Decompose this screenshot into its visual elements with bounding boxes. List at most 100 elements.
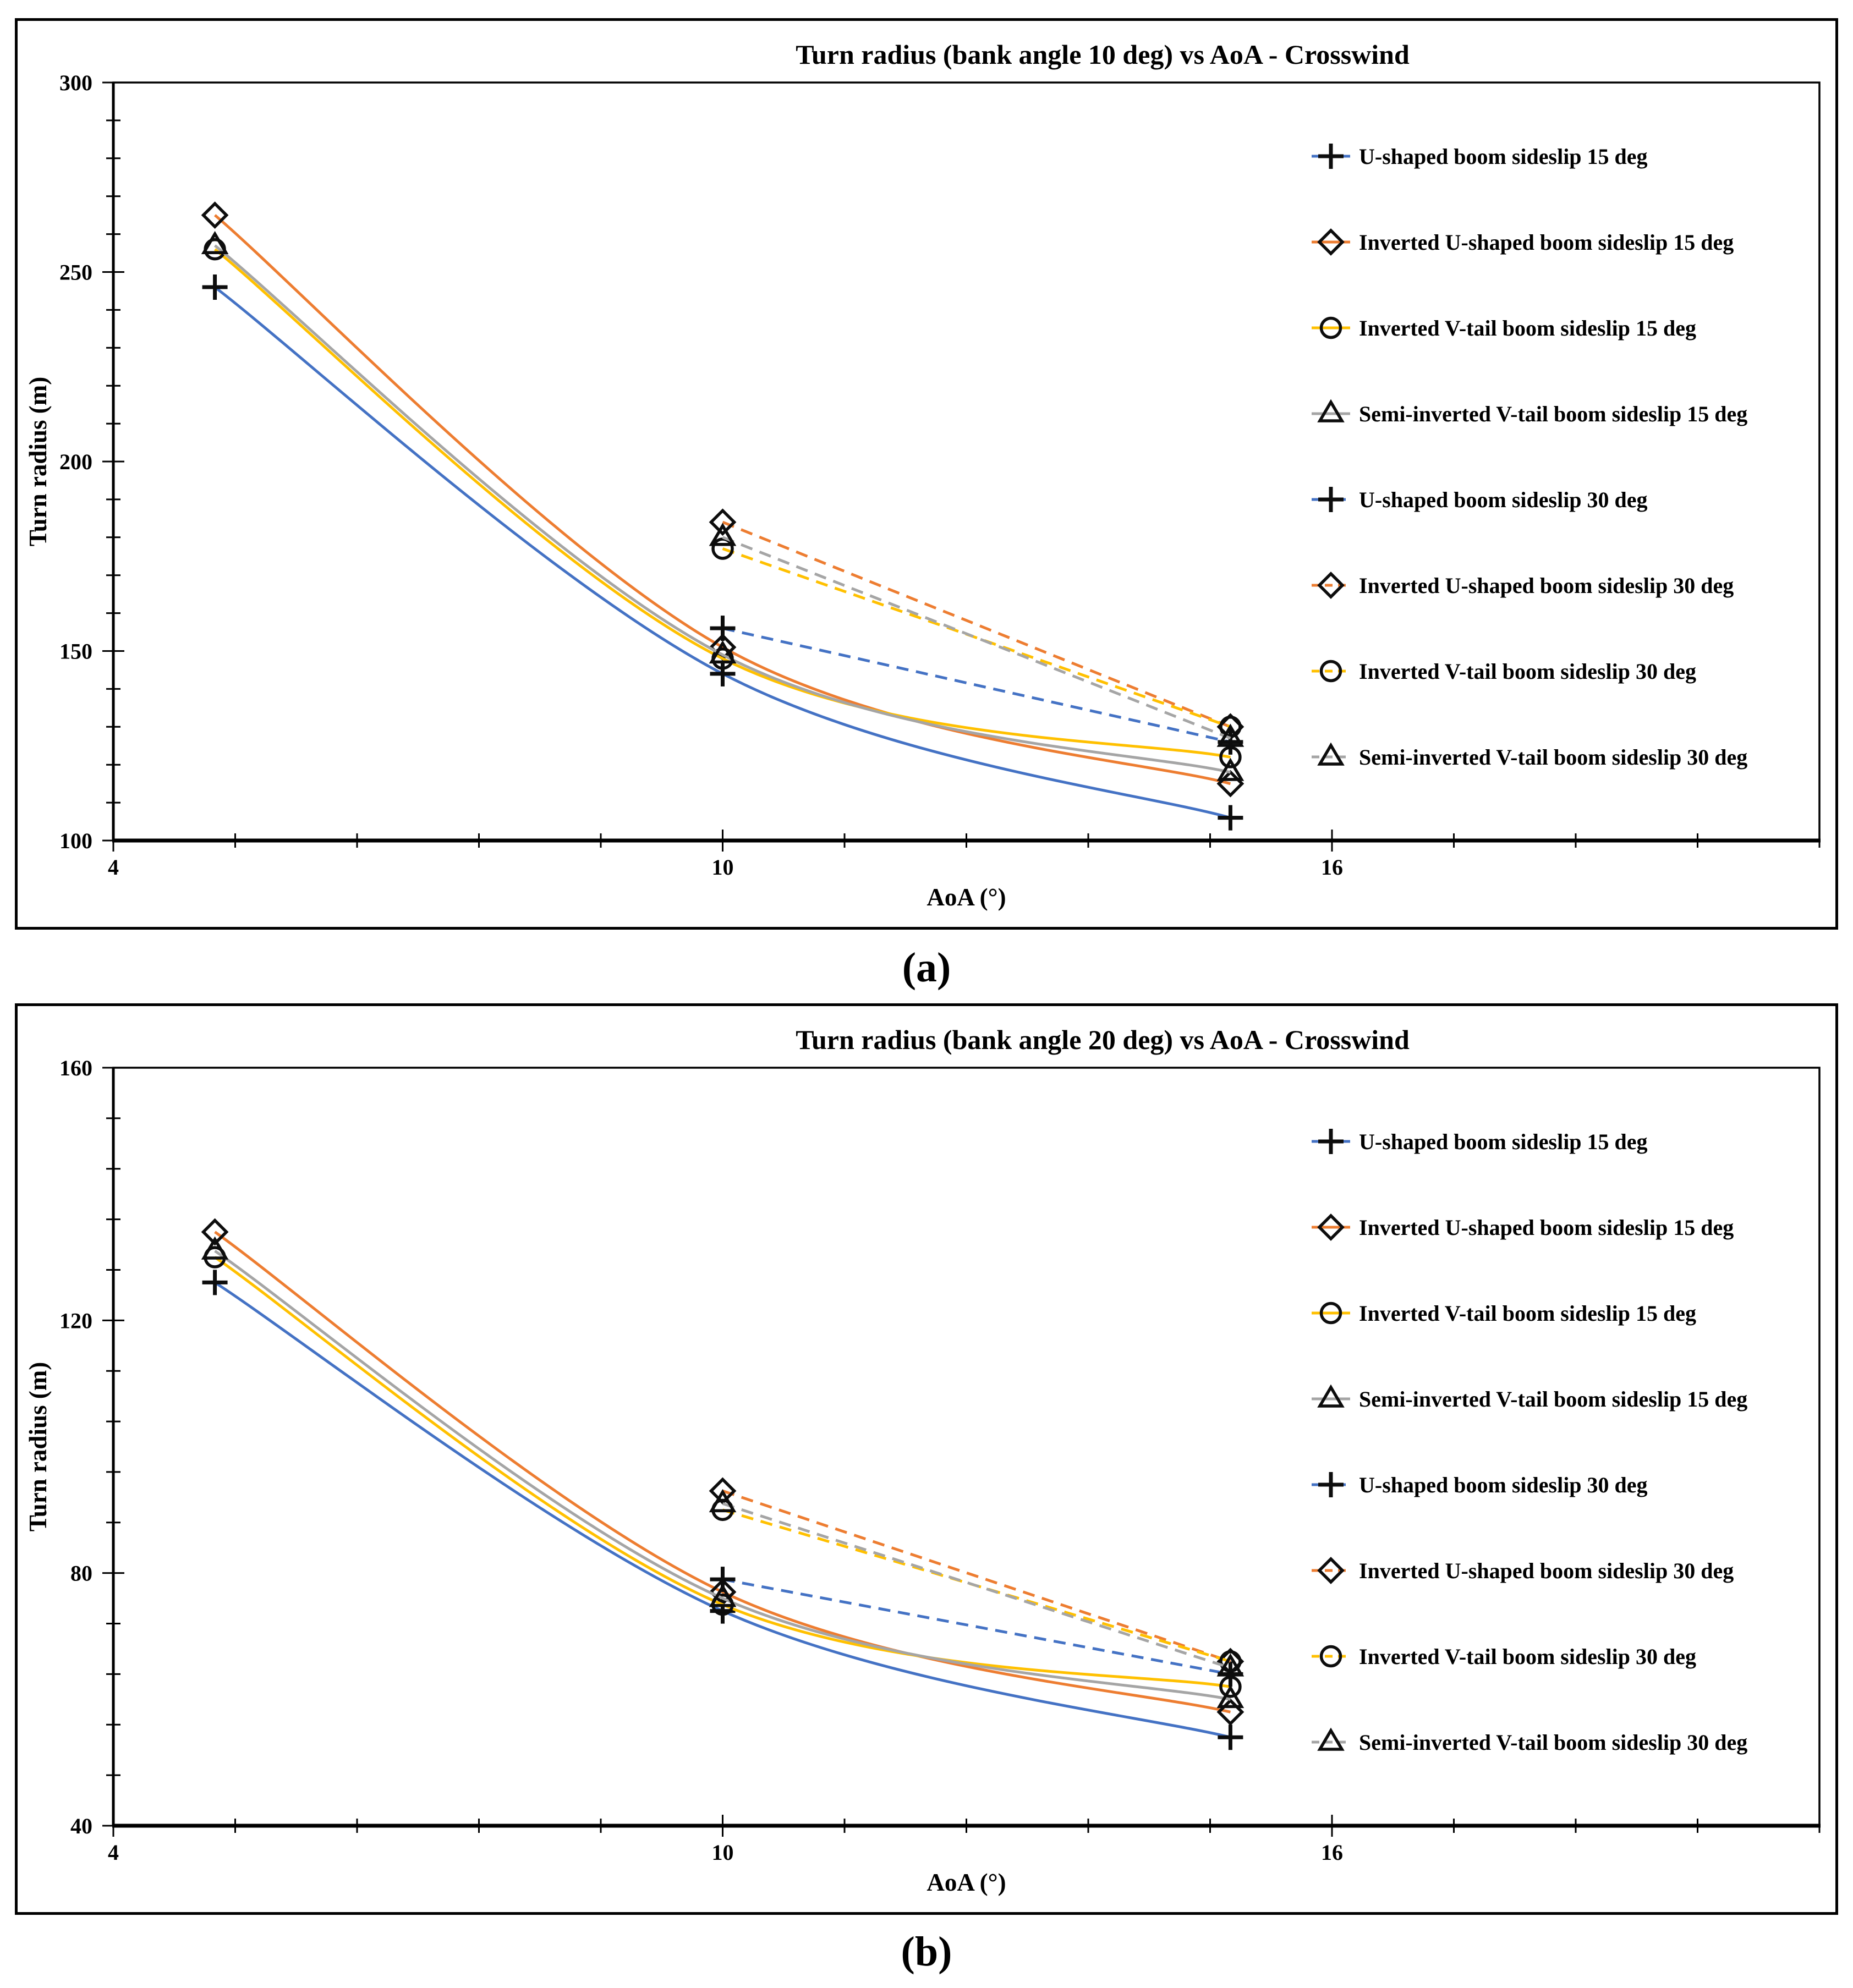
legend-label: Inverted V-tail boom sideslip 30 deg: [1359, 659, 1696, 684]
legend-marker-plus-icon: [1318, 1129, 1344, 1154]
data-marker-circle-inverted-v-tail-boom-sideslip-30-deg: [1219, 716, 1242, 738]
series-line-inverted-v-tail-boom-sideslip-30-deg: [722, 547, 1231, 728]
legend-label: U-shaped boom sideslip 15 deg: [1359, 144, 1648, 169]
legend-marker-circle-icon: [1319, 316, 1342, 339]
series-line-semi-inverted-v-tail-boom-sideslip-30-deg: [722, 536, 1231, 740]
caption-a: (a): [902, 944, 951, 991]
legend-label: U-shaped boom sideslip 30 deg: [1359, 1473, 1648, 1497]
legend-item-semi-inverted-v-tail-boom-sideslip-30-deg: Semi-inverted V-tail boom sideslip 30 de…: [1312, 742, 1747, 770]
legend-item-inverted-u-shaped-boom-sideslip-15-deg: Inverted U-shaped boom sideslip 15 deg: [1312, 1213, 1734, 1241]
legend-item-inverted-v-tail-boom-sideslip-15-deg: Inverted V-tail boom sideslip 15 deg: [1312, 316, 1696, 341]
data-marker-triangle-semi-inverted-v-tail-boom-sideslip-15-deg: [1216, 1684, 1245, 1709]
x-tick-label: 16: [1321, 855, 1343, 880]
legend-marker-circle-icon: [1319, 1301, 1342, 1325]
legend-marker-triangle-icon: [1317, 399, 1345, 422]
chart-panel-b: Turn radius (bank angle 20 deg) vs AoA -…: [15, 1003, 1838, 1915]
legend-label: Semi-inverted V-tail boom sideslip 30 de…: [1359, 1730, 1747, 1755]
legend-item-u-shaped-boom-sideslip-30-deg: U-shaped boom sideslip 30 deg: [1312, 487, 1648, 512]
series-line-semi-inverted-v-tail-boom-sideslip-30-deg: [722, 1502, 1231, 1670]
legend-marker-triangle-icon: [1317, 742, 1345, 766]
legend-label: U-shaped boom sideslip 30 deg: [1359, 487, 1648, 512]
x-tick-label: 16: [1321, 1840, 1343, 1865]
data-marker-triangle-semi-inverted-v-tail-boom-sideslip-15-deg: [201, 230, 229, 255]
x-tick-label: 4: [108, 1840, 119, 1865]
series-line-u-shaped-boom-sideslip-15-deg: [214, 286, 1231, 820]
data-marker-circle-inverted-v-tail-boom-sideslip-30-deg: [711, 537, 734, 560]
data-marker-triangle-semi-inverted-v-tail-boom-sideslip-30-deg: [709, 1489, 737, 1513]
x-tick-label: 10: [712, 1840, 734, 1865]
plot-area-border: [112, 1067, 1821, 1827]
legend-label: Inverted U-shaped boom sideslip 15 deg: [1359, 230, 1734, 255]
legend-label: Inverted U-shaped boom sideslip 15 deg: [1359, 1215, 1734, 1240]
y-tick-label: 40: [70, 1814, 92, 1838]
legend-marker-circle-icon: [1319, 1645, 1342, 1668]
series-line-inverted-u-shaped-boom-sideslip-15-deg: [214, 1231, 1231, 1714]
legend-item-semi-inverted-v-tail-boom-sideslip-15-deg: Semi-inverted V-tail boom sideslip 15 de…: [1312, 399, 1747, 426]
chart-title: Turn radius (bank angle 20 deg) vs AoA -…: [796, 1024, 1410, 1055]
legend-item-u-shaped-boom-sideslip-15-deg: U-shaped boom sideslip 15 deg: [1312, 1129, 1648, 1154]
legend-marker-circle-icon: [1319, 660, 1342, 683]
series-line-semi-inverted-v-tail-boom-sideslip-15-deg: [214, 244, 1231, 774]
x-tick-label: 10: [712, 855, 734, 880]
legend-item-u-shaped-boom-sideslip-15-deg: U-shaped boom sideslip 15 deg: [1312, 144, 1648, 169]
caption-b: (b): [901, 1928, 952, 1975]
data-marker-plus-u-shaped-boom-sideslip-15-deg: [1218, 805, 1243, 831]
legend-marker-plus-icon: [1318, 144, 1344, 169]
series-line-u-shaped-boom-sideslip-30-deg: [722, 1578, 1231, 1676]
legend-marker-plus-icon: [1318, 1472, 1344, 1497]
y-tick-label: 80: [70, 1561, 92, 1586]
series-line-inverted-u-shaped-boom-sideslip-15-deg: [213, 214, 1231, 786]
data-marker-triangle-semi-inverted-v-tail-boom-sideslip-15-deg: [709, 640, 737, 664]
legend-marker-diamond-icon: [1317, 572, 1345, 599]
chart-a-canvas: Turn radius (bank angle 10 deg) vs AoA -…: [24, 39, 1821, 911]
x-axis-label: AoA (°): [926, 883, 1006, 911]
chart-title: Turn radius (bank angle 10 deg) vs AoA -…: [796, 39, 1410, 70]
legend-item-inverted-v-tail-boom-sideslip-15-deg: Inverted V-tail boom sideslip 15 deg: [1312, 1301, 1696, 1326]
data-marker-plus-u-shaped-boom-sideslip-15-deg: [202, 274, 228, 300]
legend-label: Semi-inverted V-tail boom sideslip 15 de…: [1359, 1387, 1747, 1412]
legend-marker-diamond-icon: [1317, 1213, 1345, 1241]
legend-label: Inverted V-tail boom sideslip 30 deg: [1359, 1644, 1696, 1669]
y-tick-label: 250: [59, 260, 92, 285]
series-line-inverted-u-shaped-boom-sideslip-30-deg: [722, 1490, 1231, 1663]
legend-label: U-shaped boom sideslip 15 deg: [1359, 1129, 1648, 1154]
legend-label: Inverted U-shaped boom sideslip 30 deg: [1359, 573, 1734, 598]
legend-item-semi-inverted-v-tail-boom-sideslip-30-deg: Semi-inverted V-tail boom sideslip 30 de…: [1312, 1727, 1747, 1755]
y-tick-label: 160: [59, 1056, 92, 1080]
legend-label: Semi-inverted V-tail boom sideslip 30 de…: [1359, 745, 1747, 770]
series-line-inverted-u-shaped-boom-sideslip-30-deg: [722, 520, 1231, 728]
legend-marker-diamond-icon: [1317, 1557, 1345, 1584]
x-tick-label: 4: [108, 855, 119, 880]
chart-b-canvas: Turn radius (bank angle 20 deg) vs AoA -…: [24, 1024, 1821, 1896]
y-axis-label: Turn radius (m): [24, 377, 52, 546]
legend-label: Inverted V-tail boom sideslip 15 deg: [1359, 316, 1696, 341]
data-marker-plus-u-shaped-boom-sideslip-30-deg: [710, 1567, 736, 1592]
data-marker-diamond-inverted-u-shaped-boom-sideslip-15-deg: [1216, 1698, 1245, 1726]
legend-label: Inverted V-tail boom sideslip 15 deg: [1359, 1301, 1696, 1326]
series-line-semi-inverted-v-tail-boom-sideslip-15-deg: [214, 1249, 1231, 1701]
data-marker-diamond-inverted-u-shaped-boom-sideslip-15-deg: [201, 1218, 229, 1246]
y-axis-label: Turn radius (m): [24, 1362, 52, 1531]
data-marker-diamond-inverted-u-shaped-boom-sideslip-15-deg: [201, 201, 229, 229]
legend-item-inverted-v-tail-boom-sideslip-30-deg: Inverted V-tail boom sideslip 30 deg: [1312, 1644, 1696, 1669]
y-tick-label: 100: [59, 828, 92, 853]
y-tick-label: 200: [59, 449, 92, 474]
series-line-u-shaped-boom-sideslip-30-deg: [722, 627, 1231, 744]
legend-item-inverted-u-shaped-boom-sideslip-30-deg: Inverted U-shaped boom sideslip 30 deg: [1312, 572, 1734, 599]
legend-marker-diamond-icon: [1317, 228, 1345, 256]
data-marker-diamond-inverted-u-shaped-boom-sideslip-30-deg: [709, 1477, 737, 1505]
data-marker-triangle-semi-inverted-v-tail-boom-sideslip-15-deg: [1216, 757, 1245, 781]
data-marker-diamond-inverted-u-shaped-boom-sideslip-30-deg: [709, 508, 737, 536]
data-marker-plus-u-shaped-boom-sideslip-30-deg: [710, 616, 736, 641]
data-marker-triangle-semi-inverted-v-tail-boom-sideslip-15-deg: [201, 1236, 229, 1260]
data-marker-plus-u-shaped-boom-sideslip-15-deg: [202, 1270, 228, 1295]
legend-item-u-shaped-boom-sideslip-30-deg: U-shaped boom sideslip 30 deg: [1312, 1472, 1648, 1497]
y-tick-label: 120: [59, 1308, 92, 1333]
x-axis-label: AoA (°): [926, 1869, 1006, 1896]
chart-panel-a: Turn radius (bank angle 10 deg) vs AoA -…: [15, 18, 1838, 930]
data-marker-plus-u-shaped-boom-sideslip-15-deg: [1218, 1725, 1243, 1750]
data-marker-triangle-semi-inverted-v-tail-boom-sideslip-30-deg: [1216, 1653, 1245, 1677]
y-tick-label: 300: [59, 70, 92, 95]
legend-marker-triangle-icon: [1317, 1727, 1345, 1751]
y-tick-label: 150: [59, 639, 92, 664]
